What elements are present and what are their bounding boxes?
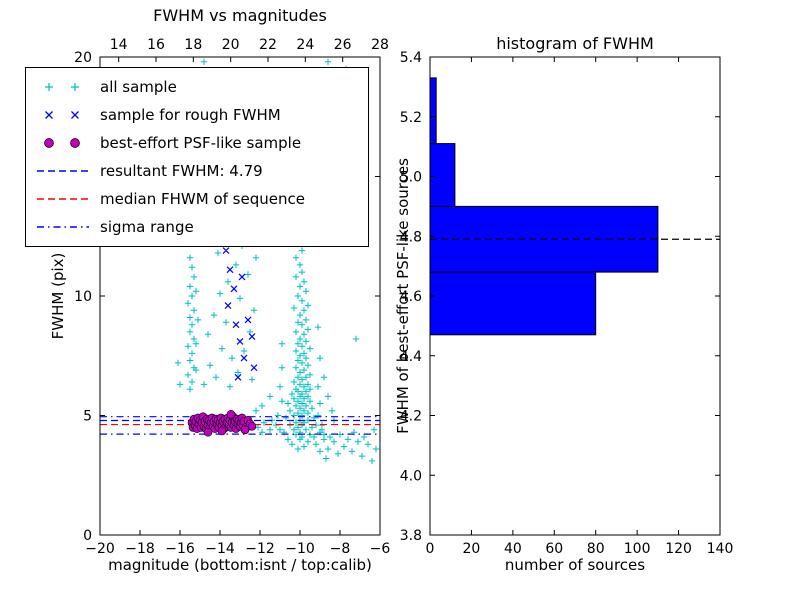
- svg-text:5: 5: [83, 409, 92, 425]
- legend-x-icon: [45, 111, 79, 119]
- svg-text:5.2: 5.2: [400, 110, 422, 126]
- svg-text:14: 14: [110, 37, 128, 53]
- legend-item: sigma range: [34, 213, 360, 241]
- svg-text:26: 26: [334, 37, 352, 53]
- svg-text:−16: −16: [165, 541, 195, 557]
- right-x-axis-label: number of sources: [504, 556, 646, 574]
- left-chart-title: FWHM vs magnitudes: [153, 6, 327, 25]
- histogram-bars: [429, 77, 659, 336]
- legend: all sample sample for rough FWHM best-effo…: [25, 67, 369, 247]
- legend-plus-icon: [45, 83, 79, 91]
- scatter-rough-fwhm-sample: [222, 247, 258, 381]
- legend-dashdot-icon: [37, 226, 89, 228]
- svg-text:120: 120: [665, 541, 692, 557]
- legend-label: median FHWM of sequence: [100, 190, 305, 208]
- svg-text:4.4: 4.4: [400, 349, 422, 365]
- svg-text:4.6: 4.6: [400, 289, 422, 305]
- legend-item: resultant FWHM: 4.79: [34, 157, 360, 185]
- svg-text:20: 20: [222, 37, 240, 53]
- svg-text:28: 28: [371, 37, 389, 53]
- legend-item: sample for rough FWHM: [34, 101, 360, 129]
- svg-text:22: 22: [259, 37, 277, 53]
- legend-circle-icon: [44, 138, 80, 148]
- svg-text:−12: −12: [245, 541, 275, 557]
- scatter-psf-like-sample: [187, 409, 257, 437]
- legend-item: median FHWM of sequence: [34, 185, 360, 213]
- right-axes-ticks: 0 20 40 60 80 100 120 140 3.8 4.0 4.2 4.4 4.6 4.8 5.0 5…: [400, 50, 734, 557]
- legend-dashed-icon: [37, 170, 89, 172]
- svg-text:5.4: 5.4: [400, 50, 422, 66]
- svg-text:18: 18: [184, 37, 202, 53]
- legend-label: sigma range: [100, 218, 194, 236]
- left-axes: −20 −18 −16 −14 −12 −10 −8 −6 14 16 18 20 22 24 26 28 0 5…: [74, 37, 390, 557]
- legend-item: all sample: [34, 73, 360, 101]
- svg-text:4.2: 4.2: [400, 409, 422, 425]
- svg-text:40: 40: [504, 541, 522, 557]
- svg-text:60: 60: [545, 541, 563, 557]
- legend-item: best-effort PSF-like sample: [34, 129, 360, 157]
- right-chart-title: histogram of FWHM: [496, 34, 654, 53]
- right-y-axis-label: FWHM of best-effort PSF-like sources: [394, 158, 412, 434]
- svg-text:4.8: 4.8: [400, 229, 422, 245]
- svg-text:−14: −14: [205, 541, 235, 557]
- reference-lines: [100, 416, 380, 435]
- svg-text:16: 16: [147, 37, 165, 53]
- svg-text:5.0: 5.0: [400, 170, 422, 186]
- left-x-axis-label: magnitude (bottom:isnt / top:calib): [108, 556, 372, 574]
- svg-text:0: 0: [426, 541, 435, 557]
- svg-text:24: 24: [296, 37, 314, 53]
- svg-text:−10: −10: [285, 541, 315, 557]
- left-axes-ticks: −20 −18 −16 −14 −12 −10 −8 −6 14 16 18 20 22 24 26 28 0 5…: [74, 37, 390, 557]
- left-y-axis-label: FWHM (pix): [49, 252, 67, 340]
- svg-text:100: 100: [624, 541, 651, 557]
- svg-text:10: 10: [74, 289, 92, 305]
- svg-text:−6: −6: [370, 541, 391, 557]
- legend-label: all sample: [100, 78, 177, 96]
- svg-text:−18: −18: [125, 541, 155, 557]
- legend-label: sample for rough FWHM: [100, 106, 281, 124]
- legend-label: best-effort PSF-like sample: [100, 134, 302, 152]
- right-axes: 0 20 40 60 80 100 120 140 3.8 4.0 4.2 4.4 4.6 4.8 5.0 5…: [400, 50, 734, 557]
- svg-text:0: 0: [83, 528, 92, 544]
- svg-text:140: 140: [707, 541, 734, 557]
- svg-text:4.0: 4.0: [400, 468, 422, 484]
- svg-text:−8: −8: [330, 541, 351, 557]
- legend-dashed-icon: [37, 198, 89, 200]
- svg-text:20: 20: [74, 50, 92, 66]
- svg-text:20: 20: [463, 541, 481, 557]
- svg-text:80: 80: [587, 541, 605, 557]
- legend-label: resultant FWHM: 4.79: [100, 162, 263, 180]
- svg-text:−20: −20: [85, 541, 115, 557]
- svg-text:3.8: 3.8: [400, 528, 422, 544]
